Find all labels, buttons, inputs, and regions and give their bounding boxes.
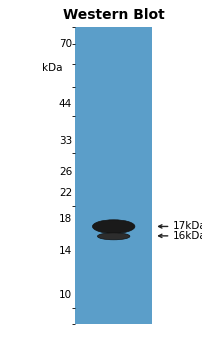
Text: 17kDa: 17kDa	[172, 221, 202, 232]
Text: 33: 33	[59, 136, 72, 146]
Text: 22: 22	[59, 188, 72, 198]
Text: 44: 44	[59, 99, 72, 109]
Text: 70: 70	[59, 39, 72, 49]
Text: 16kDa: 16kDa	[172, 231, 202, 241]
Text: 14: 14	[59, 246, 72, 256]
Text: kDa: kDa	[42, 63, 63, 73]
Text: 10: 10	[59, 290, 72, 300]
Text: Western Blot: Western Blot	[62, 8, 164, 22]
Ellipse shape	[97, 233, 129, 240]
Ellipse shape	[92, 220, 134, 234]
Text: 26: 26	[59, 167, 72, 177]
Text: 18: 18	[59, 214, 72, 224]
